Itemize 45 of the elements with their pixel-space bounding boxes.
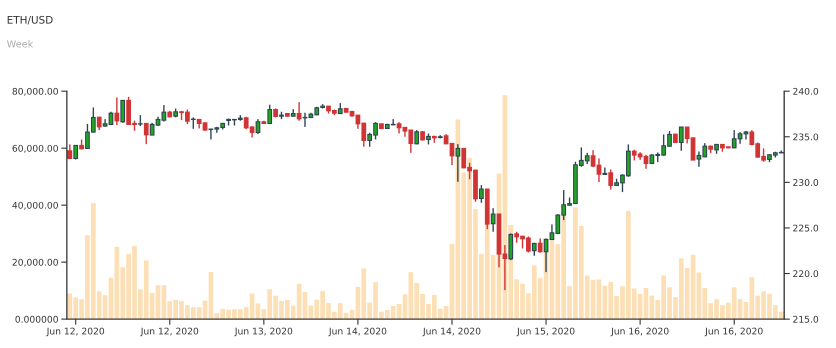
y-tick-label: 60,000.00 (12, 144, 58, 153)
candlestick (338, 102, 343, 114)
y-tick-label: 0.000000 (15, 316, 58, 323)
y-tick-label: 80,000.00 (12, 88, 58, 96)
candlestick (538, 238, 543, 254)
candlestick (114, 96, 120, 126)
candlestick (120, 100, 126, 124)
y2-tick-label: 230.0 (793, 179, 818, 186)
candlestick (190, 116, 196, 130)
y2-tick-label: 220.0 (793, 270, 818, 278)
chart-subtitle: Week (7, 40, 34, 48)
candlestick (296, 101, 302, 122)
y2-tick-label: 215.0 (793, 316, 818, 323)
candlestick (79, 138, 84, 150)
chart-title: ETH/USD (8, 16, 53, 25)
y-tick-label: 20,000.00 (12, 258, 58, 267)
candlestick (73, 144, 78, 160)
candlestick (256, 118, 260, 135)
x-tick-label: Jun 15, 2020 (516, 328, 574, 336)
candlestick (479, 184, 484, 204)
y2-tick-label: 225.0 (793, 224, 818, 232)
y-tick-label: 40,000.00 (12, 202, 58, 210)
candlestick (490, 207, 496, 232)
candlestick (138, 114, 143, 127)
candlestick (678, 126, 684, 152)
x-tick-label: Jun 12, 2020 (46, 328, 104, 336)
candlestick (420, 130, 425, 142)
x-tick-label: Jun 16, 2020 (704, 328, 763, 336)
candlestick (67, 144, 72, 160)
candlestick (144, 122, 149, 145)
x-tick-label: Jun 16, 2020 (610, 328, 669, 336)
candlestick (426, 132, 431, 146)
x-tick-label: Jun 12, 2020 (140, 328, 198, 336)
x-tick-label: Jun 14, 2020 (422, 328, 480, 336)
x-tick-label: Jun 13, 2020 (234, 328, 292, 336)
candlestick (714, 143, 719, 155)
y2-tick-label: 235.0 (793, 133, 818, 140)
candlestick (267, 104, 272, 124)
candlestick (608, 168, 614, 190)
y2-tick-label: 240.0 (793, 88, 818, 95)
candlestick (96, 116, 102, 131)
candlestick (455, 143, 460, 182)
candlestick (414, 129, 420, 146)
x-tick-label: Jun 14, 2020 (328, 328, 386, 336)
candlestick (532, 242, 537, 256)
